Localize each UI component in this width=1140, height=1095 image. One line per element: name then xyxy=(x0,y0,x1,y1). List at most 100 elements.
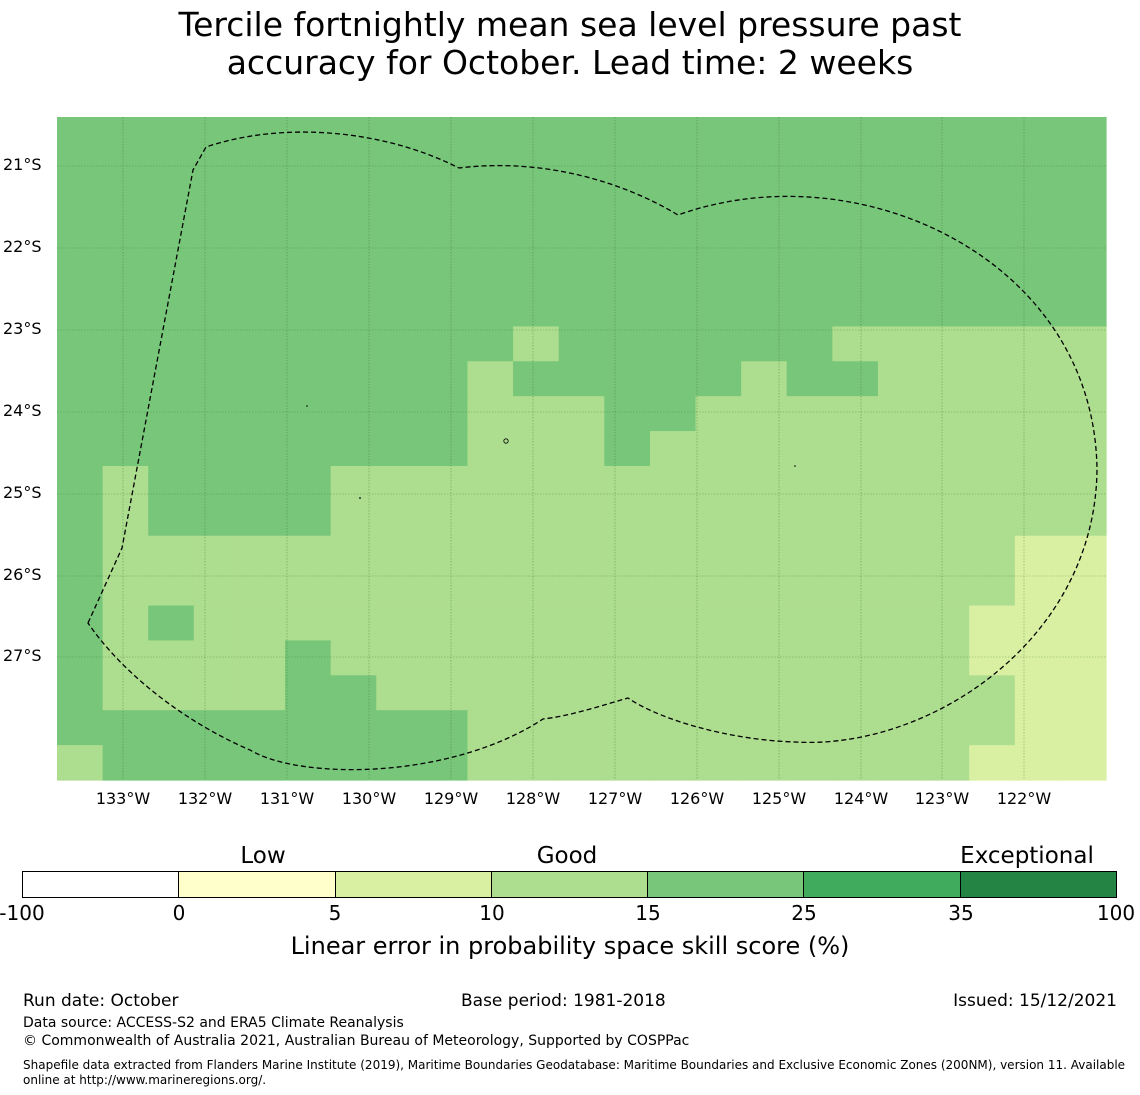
grid-cell xyxy=(969,396,1016,432)
grid-cell xyxy=(1014,500,1061,537)
grid-cell xyxy=(877,117,925,153)
grid-cell xyxy=(467,431,514,467)
grid-cell xyxy=(649,117,697,153)
grid-cell xyxy=(604,710,651,746)
grid-cell xyxy=(1060,431,1107,467)
grid-cell xyxy=(57,570,104,607)
colorbar-tick: -100 xyxy=(0,901,45,925)
grid-cell xyxy=(1014,117,1061,153)
grid-cell xyxy=(148,117,195,153)
grid-cell xyxy=(148,396,195,432)
grid-cell xyxy=(923,291,970,327)
grid-cell xyxy=(604,256,651,293)
grid-cell xyxy=(467,221,514,258)
grid-cell xyxy=(649,256,697,293)
grid-cell xyxy=(969,465,1016,502)
grid-cell xyxy=(285,396,332,432)
grid-cell xyxy=(376,431,423,467)
grid-cell xyxy=(513,396,560,432)
grid-cell xyxy=(969,186,1016,223)
grid-cell xyxy=(649,431,697,467)
grid-cell xyxy=(467,535,514,572)
grid-cell xyxy=(786,605,833,642)
grid-cell xyxy=(1060,151,1107,188)
grid-cell xyxy=(330,186,377,223)
grid-cell xyxy=(285,465,332,502)
grid-cell xyxy=(832,151,879,188)
lon-label-124: 124°W xyxy=(833,789,889,808)
grid-cell xyxy=(239,186,286,223)
grid-cell xyxy=(877,640,925,676)
copyright: © Commonwealth of Australia 2021, Austra… xyxy=(23,1033,690,1049)
grid-cell xyxy=(467,326,514,362)
grid-cell xyxy=(923,256,970,293)
grid-cell xyxy=(421,570,469,607)
grid-cell xyxy=(1014,151,1061,188)
grid-cell xyxy=(741,326,788,362)
grid-cell xyxy=(148,431,195,467)
grid-cell xyxy=(649,465,697,502)
grid-cell xyxy=(330,291,377,327)
grid-cell xyxy=(421,500,469,537)
grid-cell xyxy=(786,640,833,676)
grid-cell xyxy=(786,186,833,223)
lon-label-123: 123°W xyxy=(914,789,970,808)
grid-cell xyxy=(786,465,833,502)
grid-cell xyxy=(376,396,423,432)
grid-cell xyxy=(376,256,423,293)
grid-cell xyxy=(330,745,377,781)
grid-cell xyxy=(741,361,788,397)
grid-cell xyxy=(695,291,742,327)
grid-cell xyxy=(1060,675,1107,711)
grid-cell xyxy=(513,745,560,781)
grid-cell xyxy=(558,710,605,746)
grid-cell xyxy=(376,221,423,258)
grid-cell xyxy=(102,186,149,223)
grid-cell xyxy=(1014,256,1061,293)
grid-cell xyxy=(558,605,605,642)
grid-cell xyxy=(786,535,833,572)
grid-cell xyxy=(786,710,833,746)
grid-cell xyxy=(695,745,742,781)
lon-label-131: 131°W xyxy=(259,789,315,808)
grid-cell xyxy=(1014,431,1061,467)
shapefile-credit: Shapefile data extracted from Flanders M… xyxy=(23,1058,1126,1087)
grid-cell xyxy=(421,640,469,676)
grid-cell xyxy=(877,710,925,746)
colorbar-segment xyxy=(179,872,336,897)
grid-cell xyxy=(695,640,742,676)
grid-cell xyxy=(923,710,970,746)
grid-cell xyxy=(467,465,514,502)
grid-cell xyxy=(1060,256,1107,293)
grid-cell xyxy=(649,291,697,327)
grid-cell xyxy=(376,640,423,676)
grid-cell xyxy=(239,431,286,467)
grid-cell xyxy=(923,396,970,432)
grid-cell xyxy=(330,710,377,746)
grid-cell xyxy=(102,256,149,293)
lon-label-129: 129°W xyxy=(423,789,479,808)
grid-cell xyxy=(421,710,469,746)
lat-label-22: 22°S xyxy=(3,237,42,256)
grid-cell xyxy=(193,396,241,432)
grid-cell xyxy=(193,221,241,258)
grid-cell xyxy=(832,326,879,362)
grid-cell xyxy=(1060,570,1107,607)
grid-cell xyxy=(57,465,104,502)
grid-cell xyxy=(193,326,241,362)
grid-cell xyxy=(741,151,788,188)
grid-cell xyxy=(741,500,788,537)
skill-grid xyxy=(57,117,1107,781)
grid-cell xyxy=(604,326,651,362)
grid-cell xyxy=(649,151,697,188)
grid-cell xyxy=(285,361,332,397)
grid-cell xyxy=(239,361,286,397)
grid-cell xyxy=(376,500,423,537)
colorbar-segment xyxy=(804,872,961,897)
grid-cell xyxy=(467,675,514,711)
lat-label-27: 27°S xyxy=(3,646,42,665)
grid-cell xyxy=(239,605,286,642)
grid-cell xyxy=(558,361,605,397)
grid-cell xyxy=(832,500,879,537)
grid-cell xyxy=(877,675,925,711)
